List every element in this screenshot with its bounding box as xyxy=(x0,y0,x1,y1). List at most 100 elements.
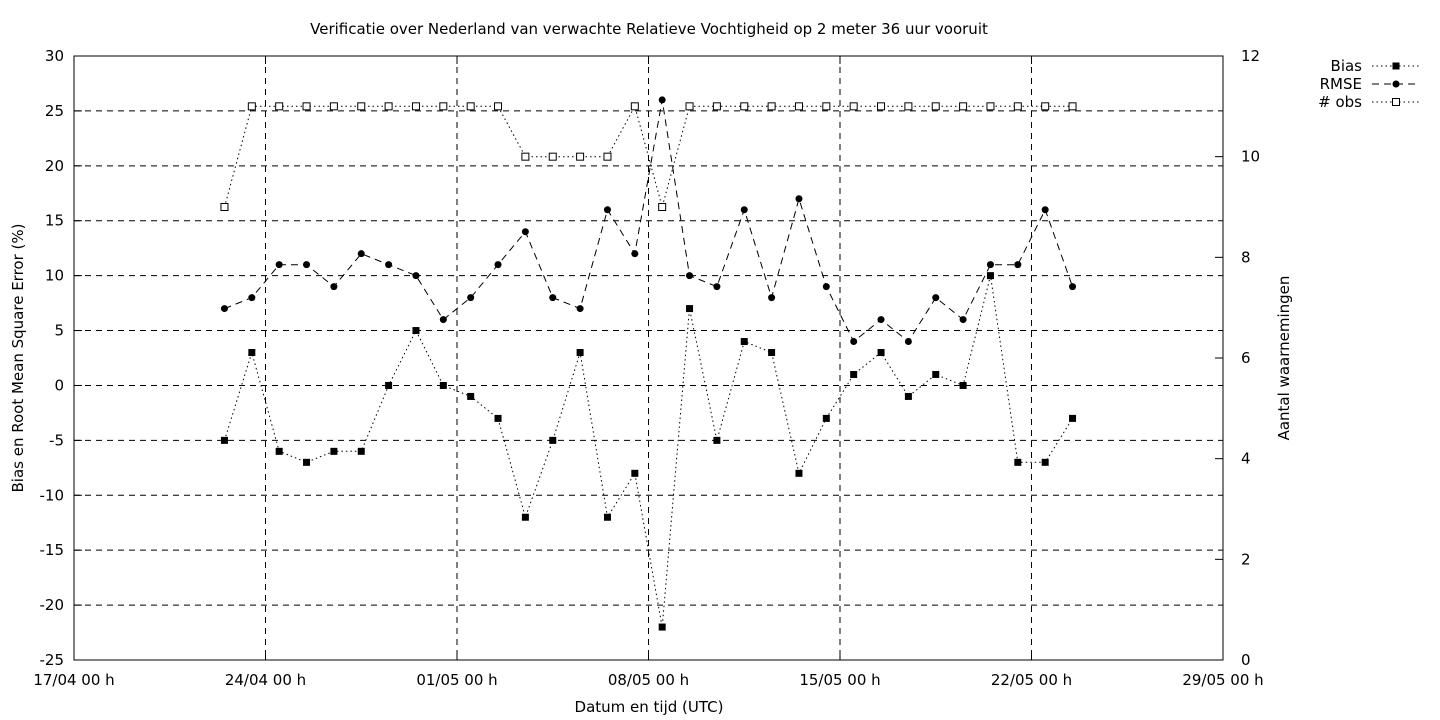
y-tick-label: -20 xyxy=(40,596,65,614)
y2-tick-label: 10 xyxy=(1241,148,1260,166)
point-obs xyxy=(603,152,612,161)
point-rmse xyxy=(603,206,611,214)
legend-marker-rmse xyxy=(1392,80,1400,88)
y-tick-label: 5 xyxy=(54,322,64,340)
point-bias xyxy=(713,436,721,444)
series-rmse xyxy=(220,96,1077,346)
point-obs xyxy=(357,102,366,111)
x-tick-label: 29/05 00 h xyxy=(1182,671,1263,689)
point-rmse xyxy=(631,250,639,258)
point-rmse xyxy=(494,261,502,269)
point-bias xyxy=(494,414,502,422)
point-bias xyxy=(220,436,228,444)
series-line-rmse xyxy=(224,99,1073,343)
point-bias xyxy=(330,447,338,455)
point-bias xyxy=(986,272,994,280)
point-rmse xyxy=(986,261,994,269)
point-bias xyxy=(521,513,529,521)
point-rmse xyxy=(521,228,529,236)
point-bias xyxy=(275,447,283,455)
legend-label-bias: Bias xyxy=(1331,57,1363,75)
point-bias xyxy=(631,469,639,477)
y-tick-label: -5 xyxy=(49,431,64,449)
point-bias xyxy=(385,381,393,389)
legend-marker-obs xyxy=(1392,98,1400,106)
y2-tick-label: 4 xyxy=(1241,450,1251,468)
point-obs xyxy=(822,102,831,111)
legend-marker-bias xyxy=(1392,62,1400,70)
point-bias xyxy=(248,349,256,357)
point-bias xyxy=(658,623,666,631)
point-obs xyxy=(466,102,475,111)
point-rmse xyxy=(1069,283,1077,291)
point-rmse xyxy=(686,272,694,280)
y2-tick-label: 8 xyxy=(1241,248,1251,266)
y-tick-label: -10 xyxy=(40,486,65,504)
point-rmse xyxy=(412,272,420,280)
point-rmse xyxy=(932,294,940,302)
y-tick-label: 15 xyxy=(45,212,64,230)
chart-title: Verificatie over Nederland van verwachte… xyxy=(310,20,988,38)
point-obs xyxy=(576,152,585,161)
point-obs xyxy=(931,102,940,111)
point-bias xyxy=(357,447,365,455)
point-rmse xyxy=(658,96,666,104)
point-obs xyxy=(630,102,639,111)
point-obs xyxy=(877,102,886,111)
point-obs xyxy=(247,102,256,111)
y-tick-label: 20 xyxy=(45,157,64,175)
point-bias xyxy=(795,469,803,477)
point-obs xyxy=(411,102,420,111)
point-rmse xyxy=(850,338,858,346)
point-obs xyxy=(712,102,721,111)
legend-label-obs: # obs xyxy=(1318,93,1362,111)
point-obs xyxy=(302,102,311,111)
point-bias xyxy=(822,414,830,422)
point-rmse xyxy=(303,261,311,269)
point-obs xyxy=(384,102,393,111)
point-rmse xyxy=(1014,261,1022,269)
y-tick-label: 30 xyxy=(45,47,64,65)
point-rmse xyxy=(248,294,256,302)
y-tick-label: -15 xyxy=(40,541,65,559)
point-rmse xyxy=(576,305,584,313)
x-tick-label: 15/05 00 h xyxy=(799,671,880,689)
point-bias xyxy=(412,327,420,335)
point-obs xyxy=(439,102,448,111)
point-obs xyxy=(658,203,667,211)
x-tick-label: 17/04 00 h xyxy=(33,671,114,689)
point-rmse xyxy=(959,316,967,324)
y-tick-label: 25 xyxy=(45,102,64,120)
point-obs xyxy=(685,102,694,111)
series-line-obs xyxy=(224,104,1073,209)
x-axis-label: Datum en tijd (UTC) xyxy=(575,698,724,716)
y2-tick-label: 2 xyxy=(1241,550,1251,568)
point-obs xyxy=(767,102,776,111)
point-bias xyxy=(303,458,311,466)
point-bias xyxy=(959,381,967,389)
y-tick-label: -25 xyxy=(40,651,65,669)
point-bias xyxy=(467,392,475,400)
point-rmse xyxy=(467,294,475,302)
point-rmse xyxy=(357,250,365,258)
point-bias xyxy=(740,338,748,346)
point-rmse xyxy=(713,283,721,291)
x-tick-label: 22/05 00 h xyxy=(991,671,1072,689)
point-rmse xyxy=(385,261,393,269)
point-bias xyxy=(686,305,694,313)
point-bias xyxy=(549,436,557,444)
point-obs xyxy=(849,102,858,111)
point-bias xyxy=(768,349,776,357)
point-obs xyxy=(275,102,284,111)
point-obs xyxy=(494,102,503,111)
point-obs xyxy=(740,102,749,111)
point-obs xyxy=(521,152,530,161)
series-obs xyxy=(220,102,1077,211)
point-bias xyxy=(850,370,858,378)
point-rmse xyxy=(740,206,748,214)
point-obs xyxy=(548,152,557,161)
y-tick-label: 10 xyxy=(45,267,64,285)
point-bias xyxy=(904,392,912,400)
point-bias xyxy=(576,349,584,357)
